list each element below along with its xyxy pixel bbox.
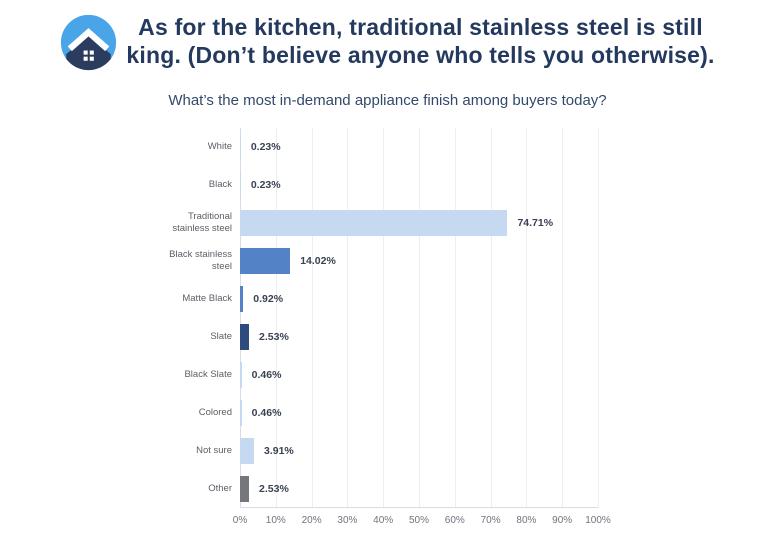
x-tick-label: 100% <box>585 515 611 526</box>
value-label: 0.23% <box>250 179 281 191</box>
value-label: 0.46% <box>251 369 282 381</box>
value-label: 0.92% <box>253 293 284 305</box>
chart-row: White 0.23% <box>154 128 598 166</box>
chart-row: Traditional stainless steel 74.71% <box>154 204 598 242</box>
bar <box>240 476 250 502</box>
bar <box>240 324 250 350</box>
bar-track: 2.53% <box>240 318 598 356</box>
gridline <box>490 128 492 508</box>
category-label: Black <box>208 179 232 190</box>
gridline <box>383 128 385 508</box>
x-tick-label: 20% <box>301 515 322 526</box>
x-tick-label: 0% <box>232 515 248 526</box>
bar-track: 3.91% <box>240 432 598 470</box>
value-label: 3.91% <box>263 445 294 457</box>
bar <box>240 286 244 312</box>
bar <box>240 362 242 388</box>
value-label: 2.53% <box>259 331 289 343</box>
y-axis-line <box>240 128 241 508</box>
category-label: Slate <box>210 331 232 342</box>
bar-track: 2.53% <box>240 470 598 508</box>
x-tick-label: 90% <box>552 515 573 526</box>
chart-row: Matte Black 0.92% <box>154 280 598 318</box>
gridline <box>454 128 456 508</box>
category-label: Matte Black <box>182 293 232 304</box>
page-title-line1: As for the kitchen, traditional stainles… <box>138 14 703 40</box>
value-label: 14.02% <box>300 255 336 267</box>
bar-track: 0.46% <box>240 356 598 394</box>
value-label: 74.71% <box>517 217 554 229</box>
bar-track: 0.92% <box>240 280 598 318</box>
bar-track: 0.23% <box>240 166 598 204</box>
x-axis: 0% 10% 20% 30% 40% 50% 60% 70% 80% 90% 100% <box>233 508 611 530</box>
chart-row: Other 2.53% <box>154 470 598 508</box>
chart-row: Black stainless steel 14.02% <box>154 242 598 280</box>
chart-row: Black Slate 0.46% <box>154 356 598 394</box>
chart-row: Slate 2.53% <box>154 318 598 356</box>
x-tick-label: 80% <box>516 515 537 526</box>
chart-rows: White 0.23% Black 0.23% Traditional stainles… <box>154 128 598 508</box>
category-label: Not sure <box>196 445 232 456</box>
gridline <box>275 128 277 508</box>
gridline <box>526 128 528 508</box>
bar <box>240 210 508 236</box>
page-header: As for the kitchen, traditional stainles… <box>0 0 775 71</box>
gridline <box>311 128 313 508</box>
category-label: Other <box>208 483 232 494</box>
gridline <box>562 128 564 508</box>
x-tick-label: 70% <box>480 515 501 526</box>
bar-track: 0.23% <box>240 128 598 166</box>
bar <box>240 400 242 426</box>
gridline <box>419 128 420 508</box>
page-title-line2: king. (Don’t believe anyone who tells yo… <box>126 42 715 68</box>
chart-row: Not sure 3.91% <box>154 432 598 470</box>
category-label: Traditional stainless steel <box>172 211 232 234</box>
category-label: Black stainless steel <box>169 249 232 272</box>
bar-track: 0.46% <box>240 394 598 432</box>
x-axis-line <box>240 507 598 508</box>
x-tick-label: 30% <box>337 515 358 526</box>
bar-track: 14.02% <box>240 242 598 280</box>
bar-track: 74.71% <box>240 204 598 242</box>
chart-row: Colored 0.46% <box>154 394 598 432</box>
bar <box>240 438 254 464</box>
gridline <box>347 128 349 508</box>
gridline <box>598 128 599 508</box>
value-label: 0.23% <box>250 141 281 153</box>
chart-title: What’s the most in-demand appliance fini… <box>168 92 607 109</box>
x-tick-label: 10% <box>265 515 286 526</box>
x-tick-label: 60% <box>444 515 465 526</box>
value-label: 2.53% <box>259 483 289 495</box>
value-label: 0.46% <box>251 407 282 419</box>
bar <box>240 248 291 274</box>
category-label: Black Slate <box>184 369 232 380</box>
bar <box>240 134 241 160</box>
category-label: White <box>207 141 232 152</box>
house-logo-icon <box>61 14 117 71</box>
category-label: Colored <box>198 407 232 418</box>
bar <box>240 172 241 198</box>
bar-chart: White 0.23% Black 0.23% Traditional stainles… <box>154 128 611 530</box>
page-title: As for the kitchen, traditional stainles… <box>126 13 714 69</box>
x-tick-label: 40% <box>373 515 394 526</box>
chart-gridlines <box>240 128 599 508</box>
chart-row: Black 0.23% <box>154 166 598 204</box>
x-tick-label: 50% <box>408 515 430 526</box>
